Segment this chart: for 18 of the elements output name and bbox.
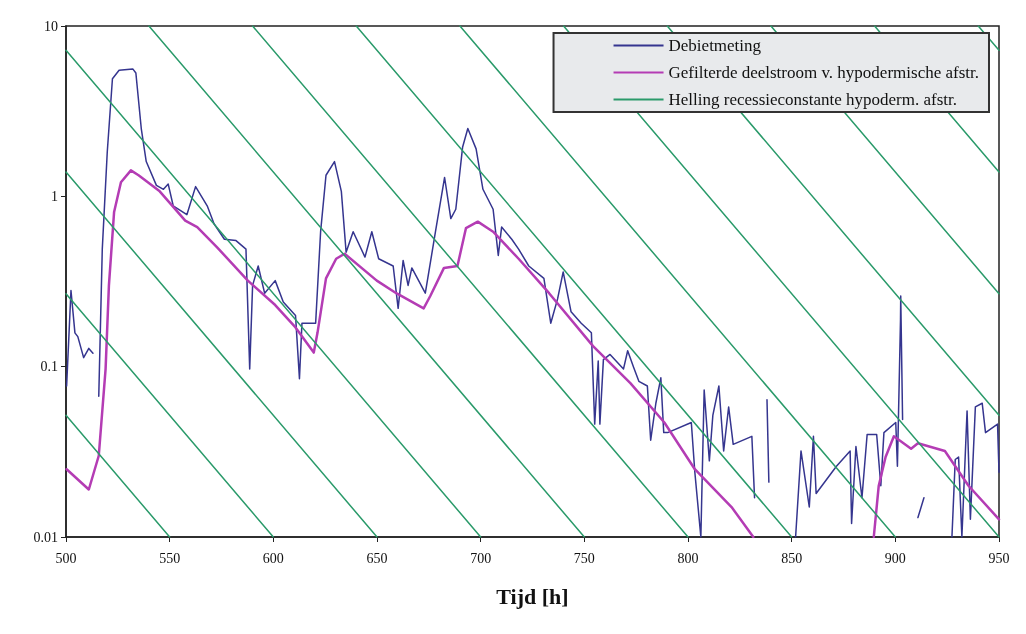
y-tick-label: 0.1 bbox=[40, 359, 58, 375]
y-tick-label: 0.01 bbox=[33, 529, 58, 545]
x-tick-label: 950 bbox=[988, 550, 1010, 566]
x-axis-title: Tijd [h] bbox=[496, 583, 569, 609]
x-tick-label: 550 bbox=[159, 550, 181, 566]
legend-label: Helling recessieconstante hypoderm. afstr. bbox=[668, 90, 957, 109]
x-tick-label: 500 bbox=[55, 550, 77, 566]
x-tick-label: 900 bbox=[884, 550, 906, 566]
y-tick-label: 10 bbox=[44, 18, 58, 34]
x-tick-label: 700 bbox=[470, 550, 492, 566]
x-tick-label: 850 bbox=[781, 550, 803, 566]
x-tick-label: 600 bbox=[262, 550, 284, 566]
x-tick-label: 800 bbox=[677, 550, 699, 566]
x-tick-label: 750 bbox=[573, 550, 595, 566]
legend-label: Gefilterde deelstroom v. hypodermische afstr. bbox=[668, 63, 979, 82]
legend-label: Debietmeting bbox=[668, 36, 762, 55]
y-tick-label: 1 bbox=[51, 188, 58, 204]
x-tick-label: 650 bbox=[366, 550, 388, 566]
